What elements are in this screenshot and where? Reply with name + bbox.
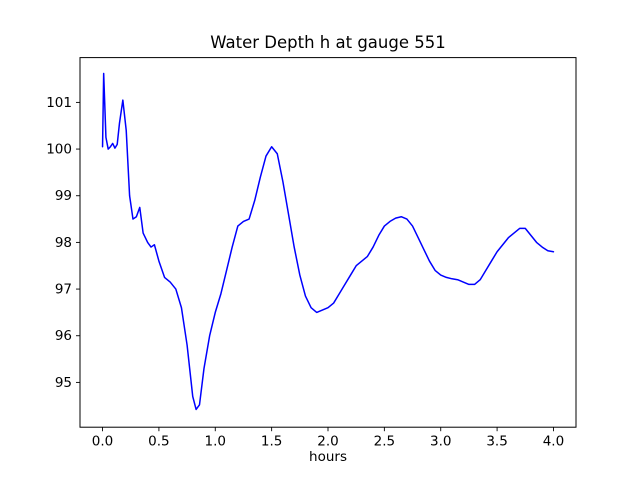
- y-tick-label: 99: [55, 188, 72, 204]
- x-tick-label: 4.0: [543, 434, 564, 450]
- x-tick-label: 0.5: [148, 434, 169, 450]
- x-tick-label: 3.5: [486, 434, 507, 450]
- y-tick-label: 101: [46, 95, 72, 111]
- y-tick-label: 100: [46, 142, 72, 158]
- x-tick-label: 1.5: [261, 434, 282, 450]
- y-tick-label: 97: [55, 282, 72, 298]
- y-tick-label: 96: [55, 328, 72, 344]
- data-line-series-h: [101, 72, 555, 411]
- x-tick-label: 3.0: [430, 434, 451, 450]
- x-tick-label: 0.0: [92, 434, 113, 450]
- x-tick-label: 2.0: [317, 434, 338, 450]
- x-tick-label: 2.5: [374, 434, 395, 450]
- plot-area: [79, 57, 577, 428]
- y-tick-label: 98: [55, 235, 72, 251]
- x-tick-label: 1.0: [205, 434, 226, 450]
- chart-title: Water Depth h at gauge 551: [210, 33, 445, 52]
- x-axis-label: hours: [309, 449, 347, 465]
- plot-layer: 0.0 0.5 1.0 1.5 2.0 2.5 3.0 3.5 4.0 95 96 97 98 99 100…: [46, 57, 577, 450]
- y-tick-label: 95: [55, 375, 72, 391]
